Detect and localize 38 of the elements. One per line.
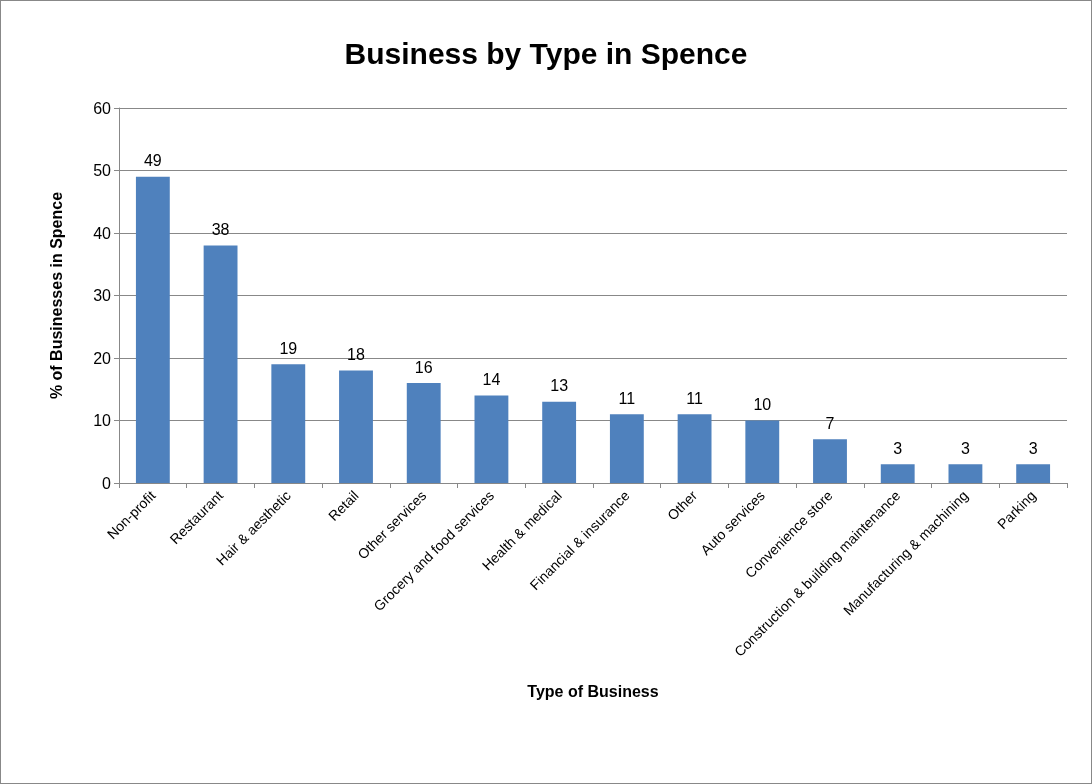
chart-title: Business by Type in Spence	[344, 36, 748, 70]
y-tick-label: 50	[93, 162, 112, 179]
y-tick-label: 60	[93, 99, 112, 117]
x-axis-title: Type of Business	[527, 682, 659, 700]
bar	[339, 370, 373, 483]
bar	[406, 383, 441, 483]
bar	[745, 420, 780, 483]
bar	[203, 245, 238, 483]
y-tick-label: 40	[93, 224, 112, 242]
bar	[135, 176, 170, 483]
data-label: 19	[279, 339, 298, 357]
y-tick-label: 0	[102, 474, 112, 492]
bar	[813, 439, 847, 483]
data-label: 3	[960, 439, 970, 457]
bar	[1016, 464, 1051, 483]
bar	[948, 464, 983, 483]
data-label: 11	[686, 389, 703, 407]
bar	[677, 414, 712, 483]
bar	[542, 401, 577, 483]
data-label: 38	[211, 221, 230, 238]
bar	[880, 464, 915, 483]
data-label: 11	[618, 389, 636, 407]
y-axis-title: % of Businesses in Spence	[47, 191, 65, 400]
data-label: 7	[825, 414, 835, 432]
data-label: 49	[143, 152, 162, 170]
data-label: 3	[893, 439, 903, 457]
y-tick-label: 30	[93, 287, 112, 304]
bar	[271, 364, 306, 483]
data-label: 13	[550, 377, 569, 395]
bar	[609, 414, 644, 483]
data-label: 18	[347, 346, 365, 363]
y-tick-label: 20	[93, 349, 112, 367]
y-tick-label: 10	[93, 412, 112, 429]
data-label: 3	[1028, 439, 1038, 457]
data-label: 16	[414, 358, 433, 376]
data-label: 14	[482, 371, 501, 388]
bar	[474, 395, 509, 483]
data-label: 10	[753, 396, 772, 413]
